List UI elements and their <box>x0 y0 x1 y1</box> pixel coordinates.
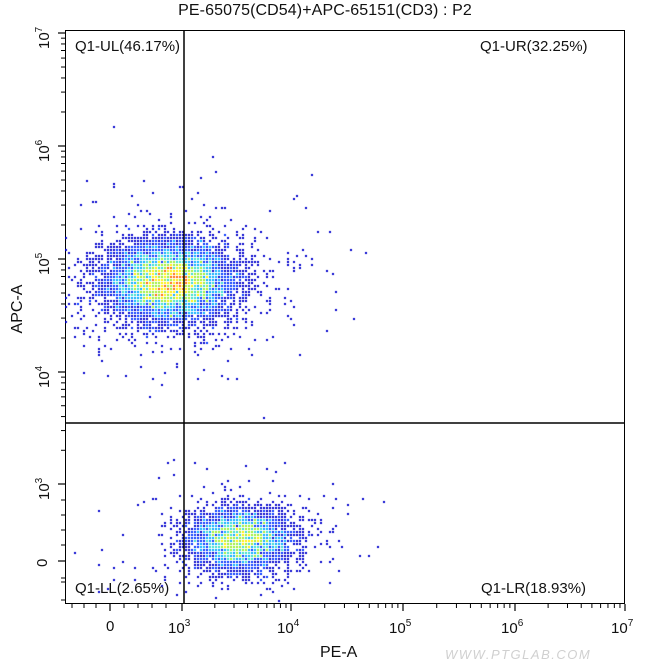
y-tick-label: 0 <box>34 558 51 567</box>
x-tick-label: 106 <box>501 618 524 637</box>
y-tick-label: 104 <box>34 365 53 388</box>
y-tick-label: 105 <box>34 252 53 275</box>
scatter-dots <box>65 30 625 604</box>
x-tick-label: 105 <box>389 618 412 637</box>
quadrant-label-ll: Q1-LL(2.65%) <box>75 580 170 597</box>
quadrant-label-ul: Q1-UL(46.17%) <box>75 38 181 55</box>
x-tick-label: 104 <box>277 618 300 637</box>
x-tick-label: 0 <box>106 618 115 635</box>
quadrant-label-lr: Q1-LR(18.93%) <box>481 580 587 597</box>
y-tick-label: 103 <box>34 477 53 500</box>
quadrant-label-ur: Q1-UR(32.25%) <box>480 38 588 55</box>
y-axis-label: APC-A <box>9 284 26 334</box>
x-tick-label: 107 <box>611 618 634 637</box>
x-tick-label: 103 <box>168 618 191 637</box>
watermark: WWW.PTGLAB.COM <box>445 647 592 662</box>
chart-title: PE-65075(CD54)+APC-65151(CD3) : P2 <box>178 2 472 19</box>
y-tick-label: 107 <box>34 26 53 49</box>
y-tick-label: 106 <box>34 139 53 162</box>
x-axis-label: PE-A <box>320 644 358 661</box>
